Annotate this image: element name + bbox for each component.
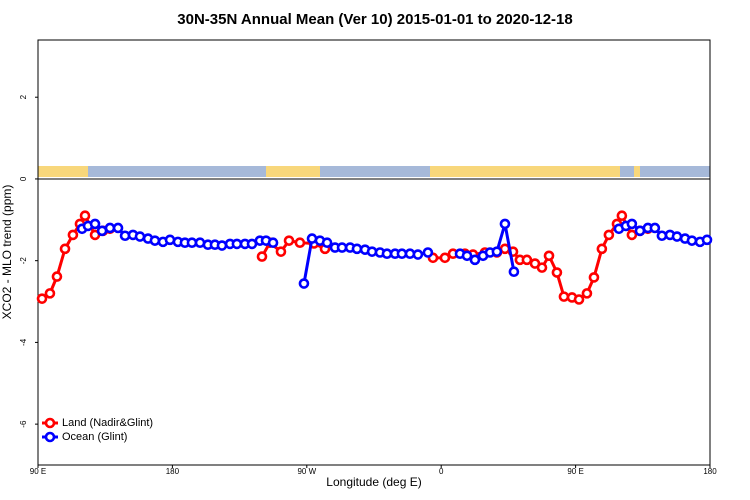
legend-label: Land (Nadir&Glint) xyxy=(62,417,153,429)
data-point xyxy=(298,278,310,289)
data-point xyxy=(649,222,661,234)
data-point xyxy=(596,243,608,255)
data-point xyxy=(521,254,533,266)
data-point xyxy=(491,246,503,257)
data-point xyxy=(283,235,295,246)
data-point xyxy=(216,240,228,251)
data-point xyxy=(626,229,638,241)
ocean-band xyxy=(38,166,710,177)
data-point xyxy=(461,250,473,262)
x-tick-label: 90 W xyxy=(297,467,316,476)
land-band xyxy=(634,166,640,177)
x-tick-label: 90 E xyxy=(567,467,583,476)
data-point xyxy=(536,262,548,273)
data-point xyxy=(256,251,268,262)
data-point xyxy=(412,249,424,260)
data-point xyxy=(603,229,615,241)
data-point xyxy=(558,291,570,302)
data-point xyxy=(656,230,668,242)
data-point xyxy=(36,293,48,304)
data-point xyxy=(551,267,563,278)
data-point xyxy=(321,237,333,248)
y-tick-label: -4 xyxy=(19,338,28,346)
data-point xyxy=(294,237,306,248)
data-point xyxy=(499,218,511,230)
plot-frame xyxy=(37,39,711,466)
data-point xyxy=(79,210,91,222)
data-point xyxy=(588,272,600,283)
data-point xyxy=(134,231,146,242)
land-band xyxy=(38,166,88,177)
data-point xyxy=(616,210,628,222)
data-point xyxy=(59,243,71,255)
data-point xyxy=(671,231,683,242)
chart-title: 30N-35N Annual Mean (Ver 10) 2015-01-01 … xyxy=(177,11,572,28)
x-tick-label: 0 xyxy=(439,467,444,476)
data-point xyxy=(44,288,56,299)
y-axis-label: XCO2 - MLO trend (ppm) xyxy=(0,185,14,320)
y-tick-label: -2 xyxy=(19,257,28,265)
data-point xyxy=(351,243,363,255)
data-point xyxy=(543,250,555,262)
land-band xyxy=(430,166,620,177)
data-point xyxy=(581,288,593,299)
data-point xyxy=(149,235,161,246)
data-point xyxy=(469,254,481,266)
data-point xyxy=(701,234,713,246)
legend-marker xyxy=(44,417,56,429)
y-tick-label: -6 xyxy=(19,420,28,428)
data-point xyxy=(422,247,434,258)
land-band xyxy=(266,166,320,177)
legend-marker xyxy=(44,431,56,443)
data-point xyxy=(89,218,101,230)
x-tick-label: 90 E xyxy=(30,467,46,476)
x-tick-label: 180 xyxy=(166,467,180,476)
data-point xyxy=(626,218,638,230)
y-tick-label: 0 xyxy=(19,176,28,181)
data-point xyxy=(275,246,287,257)
data-point xyxy=(439,252,451,264)
legend-label: Ocean (Glint) xyxy=(62,431,127,443)
data-point xyxy=(67,229,79,241)
land-ocean-strip xyxy=(38,166,710,177)
data-point xyxy=(267,237,279,248)
data-point xyxy=(686,235,698,246)
x-axis-label: Longitude (deg E) xyxy=(326,475,421,489)
data-point xyxy=(51,271,63,282)
y-tick-label: 2 xyxy=(19,94,28,99)
data-point xyxy=(112,222,124,234)
data-point xyxy=(508,266,520,278)
data-point xyxy=(573,294,585,305)
x-tick-label: 180 xyxy=(703,467,717,476)
